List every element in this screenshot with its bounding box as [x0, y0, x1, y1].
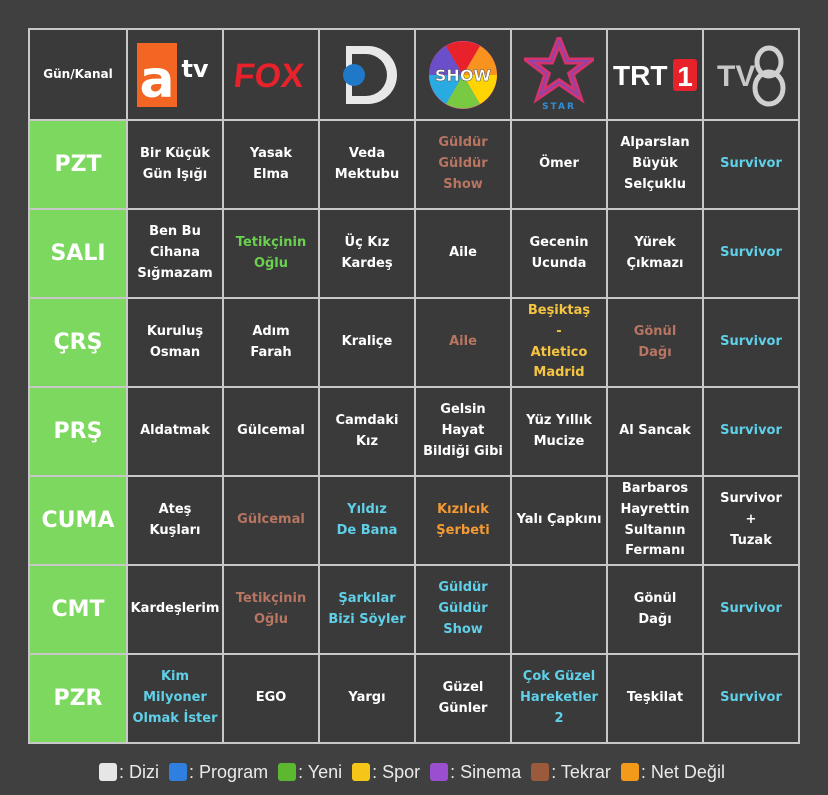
- show-cell: Kim Milyoner Olmak İster: [128, 655, 222, 742]
- legend-label: : Program: [189, 761, 269, 782]
- show-cell: Kraliçe: [320, 299, 414, 386]
- show-cell: Şarkılar Bizi Söyler: [320, 566, 414, 653]
- show-cell: Alparslan Büyük Selçuklu: [608, 121, 702, 208]
- legend-swatch: [620, 763, 639, 781]
- show-cell: EGO: [224, 655, 318, 742]
- show-cell: Gönül Dağı: [608, 299, 702, 386]
- legend-label: : Tekrar: [551, 761, 611, 782]
- legend-item-spor: : Spor: [352, 762, 420, 783]
- show-cell: Survivor: [704, 566, 798, 653]
- svg-text:a: a: [139, 50, 174, 107]
- legend-label: : Net Değil: [640, 761, 725, 782]
- legend-item-program: : Program: [169, 762, 268, 783]
- logo-star: STAR: [512, 30, 606, 119]
- show-cell: Kuruluş Osman: [128, 299, 222, 386]
- show-cell: [512, 566, 606, 653]
- show-cell: Üç Kız Kardeş: [320, 210, 414, 297]
- svg-text:STAR: STAR: [542, 102, 576, 112]
- logo-trt1: TRT 1: [608, 30, 702, 119]
- show-cell: Yasak Elma: [224, 121, 318, 208]
- svg-text:tv: tv: [181, 55, 208, 83]
- schedule-grid: Gün/Kanal a tv FOX: [28, 28, 800, 744]
- legend-swatch: [278, 763, 297, 781]
- show-cell: Survivor + Tuzak: [704, 477, 798, 564]
- show-cell: Gelsin Hayat Bildiği Gibi: [416, 388, 510, 475]
- day-label: PZR: [30, 655, 126, 742]
- day-label: ÇRŞ: [30, 299, 126, 386]
- show-cell: Aile: [416, 299, 510, 386]
- show-cell: Yüz Yıllık Mucize: [512, 388, 606, 475]
- show-cell: Teşkilat: [608, 655, 702, 742]
- legend-item-sinema: : Sinema: [430, 762, 521, 783]
- svg-text:TV: TV: [717, 60, 755, 93]
- show-cell: Gecenin Ucunda: [512, 210, 606, 297]
- show-cell: Güldür Güldür Show: [416, 566, 510, 653]
- logo-kanal-d: [320, 30, 414, 119]
- show-cell: Güzel Günler: [416, 655, 510, 742]
- day-label: CMT: [30, 566, 126, 653]
- show-cell: Gönül Dağı: [608, 566, 702, 653]
- show-cell: Survivor: [704, 388, 798, 475]
- legend-swatch: [169, 763, 188, 781]
- legend-item-tekrar: : Tekrar: [531, 762, 611, 783]
- show-cell: Ömer: [512, 121, 606, 208]
- show-cell: Yalı Çapkını: [512, 477, 606, 564]
- legend-label: : Sinema: [450, 761, 522, 782]
- legend-label: : Spor: [372, 761, 421, 782]
- legend: : Dizi : Program : Yeni : Spor : Sinema : Tek…: [0, 752, 828, 792]
- show-cell: Aldatmak: [128, 388, 222, 475]
- show-cell: Veda Mektubu: [320, 121, 414, 208]
- show-cell: Gülcemal: [224, 477, 318, 564]
- legend-item-yeni: : Yeni: [278, 762, 342, 783]
- logo-show: SHOW: [416, 30, 510, 119]
- show-cell: Kardeşlerim: [128, 566, 222, 653]
- legend-swatch: [352, 763, 371, 781]
- show-cell: Güldür Güldür Show: [416, 121, 510, 208]
- legend-swatch: [430, 763, 449, 781]
- show-cell: Ateş Kuşları: [128, 477, 222, 564]
- show-cell: Bir Küçük Gün Işığı: [128, 121, 222, 208]
- legend-item-net-degil: : Net Değil: [620, 761, 725, 783]
- day-label: SALI: [30, 210, 126, 297]
- svg-text:1: 1: [677, 61, 693, 92]
- show-cell: Camdaki Kız: [320, 388, 414, 475]
- show-cell: Survivor: [704, 121, 798, 208]
- show-cell: Yargı: [320, 655, 414, 742]
- logo-atv: a tv: [128, 30, 222, 119]
- legend-label: : Dizi: [119, 761, 160, 782]
- legend-item-dizi: : Dizi: [99, 762, 159, 783]
- show-cell: Tetikçinin Oğlu: [224, 566, 318, 653]
- svg-text:FOX: FOX: [232, 57, 306, 95]
- svg-text:TRT: TRT: [613, 60, 667, 91]
- show-cell: Survivor: [704, 299, 798, 386]
- show-cell: Beşiktaş - Atletico Madrid: [512, 299, 606, 386]
- logo-fox: FOX: [224, 30, 318, 119]
- show-cell: Ben Bu Cihana Sığmazam: [128, 210, 222, 297]
- show-cell: Çok Güzel Hareketler 2: [512, 655, 606, 742]
- legend-swatch: [531, 763, 550, 781]
- legend-label: : Yeni: [298, 761, 343, 782]
- show-cell: Al Sancak: [608, 388, 702, 475]
- show-cell: Yıldız De Bana: [320, 477, 414, 564]
- show-cell: Adım Farah: [224, 299, 318, 386]
- corner-label: Gün/Kanal: [30, 30, 126, 119]
- show-cell: Gülcemal: [224, 388, 318, 475]
- show-cell: Survivor: [704, 655, 798, 742]
- show-cell: Tetikçinin Oğlu: [224, 210, 318, 297]
- svg-text:SHOW: SHOW: [435, 66, 492, 85]
- show-cell: Yürek Çıkmazı: [608, 210, 702, 297]
- show-cell: Barbaros Hayrettin Sultanın Fermanı: [608, 477, 702, 564]
- logo-tv8: TV: [704, 30, 798, 119]
- day-label: PZT: [30, 121, 126, 208]
- day-label: PRŞ: [30, 388, 126, 475]
- day-label: CUMA: [30, 477, 126, 564]
- show-cell: Survivor: [704, 210, 798, 297]
- legend-swatch: [99, 763, 118, 781]
- show-cell: Kızılcık Şerbeti: [416, 477, 510, 564]
- show-cell: Aile: [416, 210, 510, 297]
